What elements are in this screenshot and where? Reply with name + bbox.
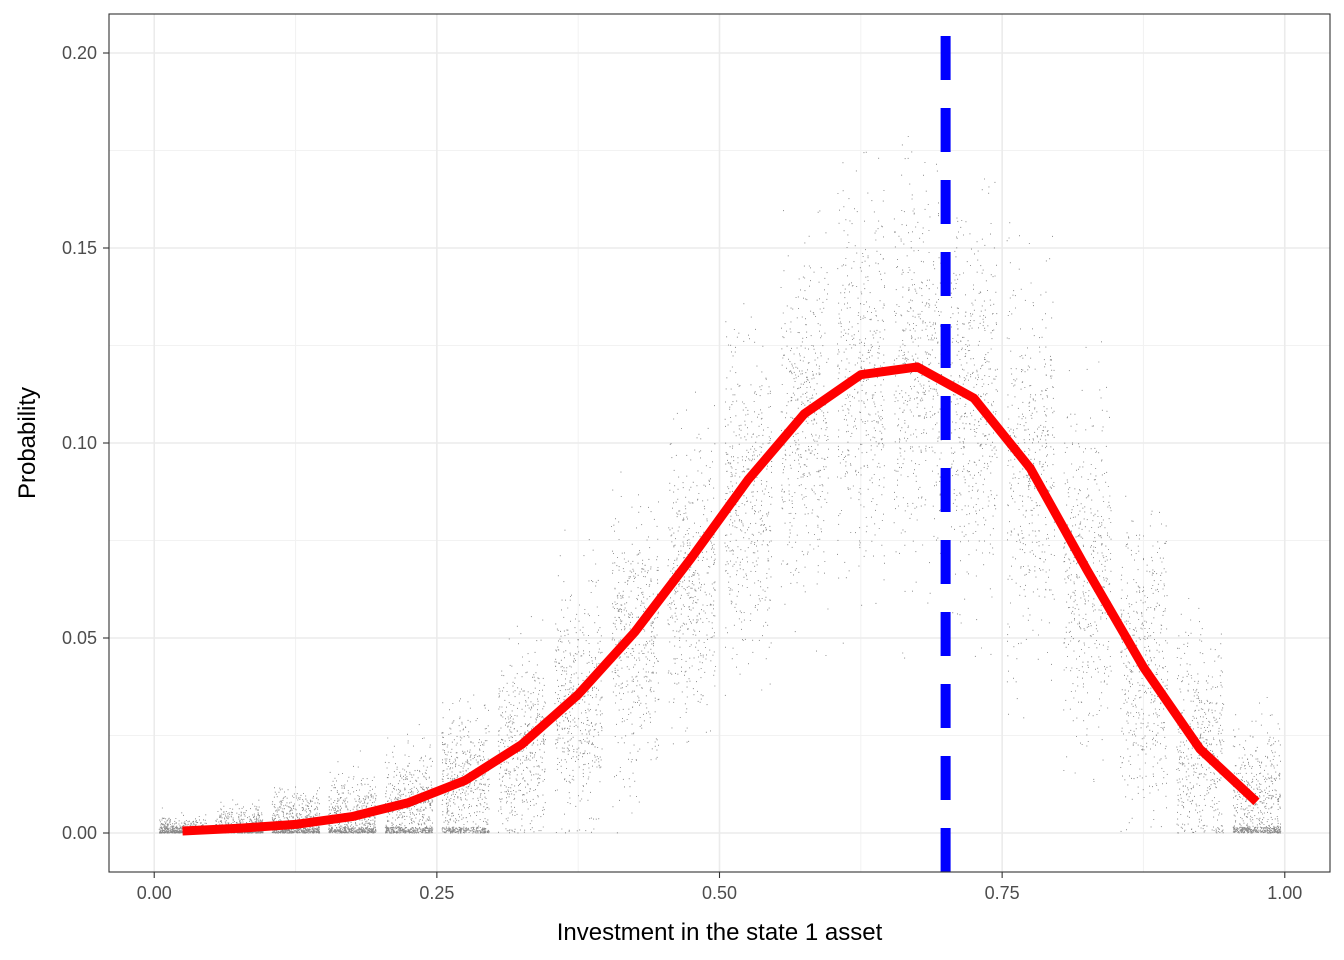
series-line xyxy=(182,362,1260,836)
scatter-group xyxy=(1120,495,1169,832)
scatter-group xyxy=(1176,597,1225,834)
x-axis-ticks: 0.00 0.25 0.50 0.75 1.00 xyxy=(137,872,1302,903)
x-tick-label: 0.50 xyxy=(702,883,737,903)
y-axis-ticks: 0.00 0.05 0.10 0.15 0.20 xyxy=(62,43,109,843)
x-tick-label: 1.00 xyxy=(1267,883,1302,903)
x-tick-label: 0.00 xyxy=(137,883,172,903)
scatter-group xyxy=(667,391,716,745)
x-tick-label: 0.25 xyxy=(419,883,454,903)
grid-major xyxy=(109,14,1330,872)
x-tick-label: 0.75 xyxy=(985,883,1020,903)
scatter-group xyxy=(1232,696,1282,834)
scatter-group xyxy=(950,178,998,657)
scatter-group xyxy=(441,694,490,834)
x-axis-title: Investment in the state 1 asset xyxy=(557,919,883,946)
scatter-group xyxy=(384,724,434,834)
scatter-group xyxy=(724,303,773,696)
y-tick-label: 0.20 xyxy=(62,43,97,63)
y-axis-title: Probability xyxy=(14,387,41,499)
y-tick-label: 0.00 xyxy=(62,823,97,843)
y-tick-label: 0.05 xyxy=(62,628,97,648)
scatter-group xyxy=(1063,341,1112,783)
y-tick-label: 0.15 xyxy=(62,238,97,258)
y-tick-label: 0.10 xyxy=(62,433,97,453)
scatter-group xyxy=(780,210,829,657)
series-lines xyxy=(182,36,1260,872)
scatter-group xyxy=(893,135,942,659)
